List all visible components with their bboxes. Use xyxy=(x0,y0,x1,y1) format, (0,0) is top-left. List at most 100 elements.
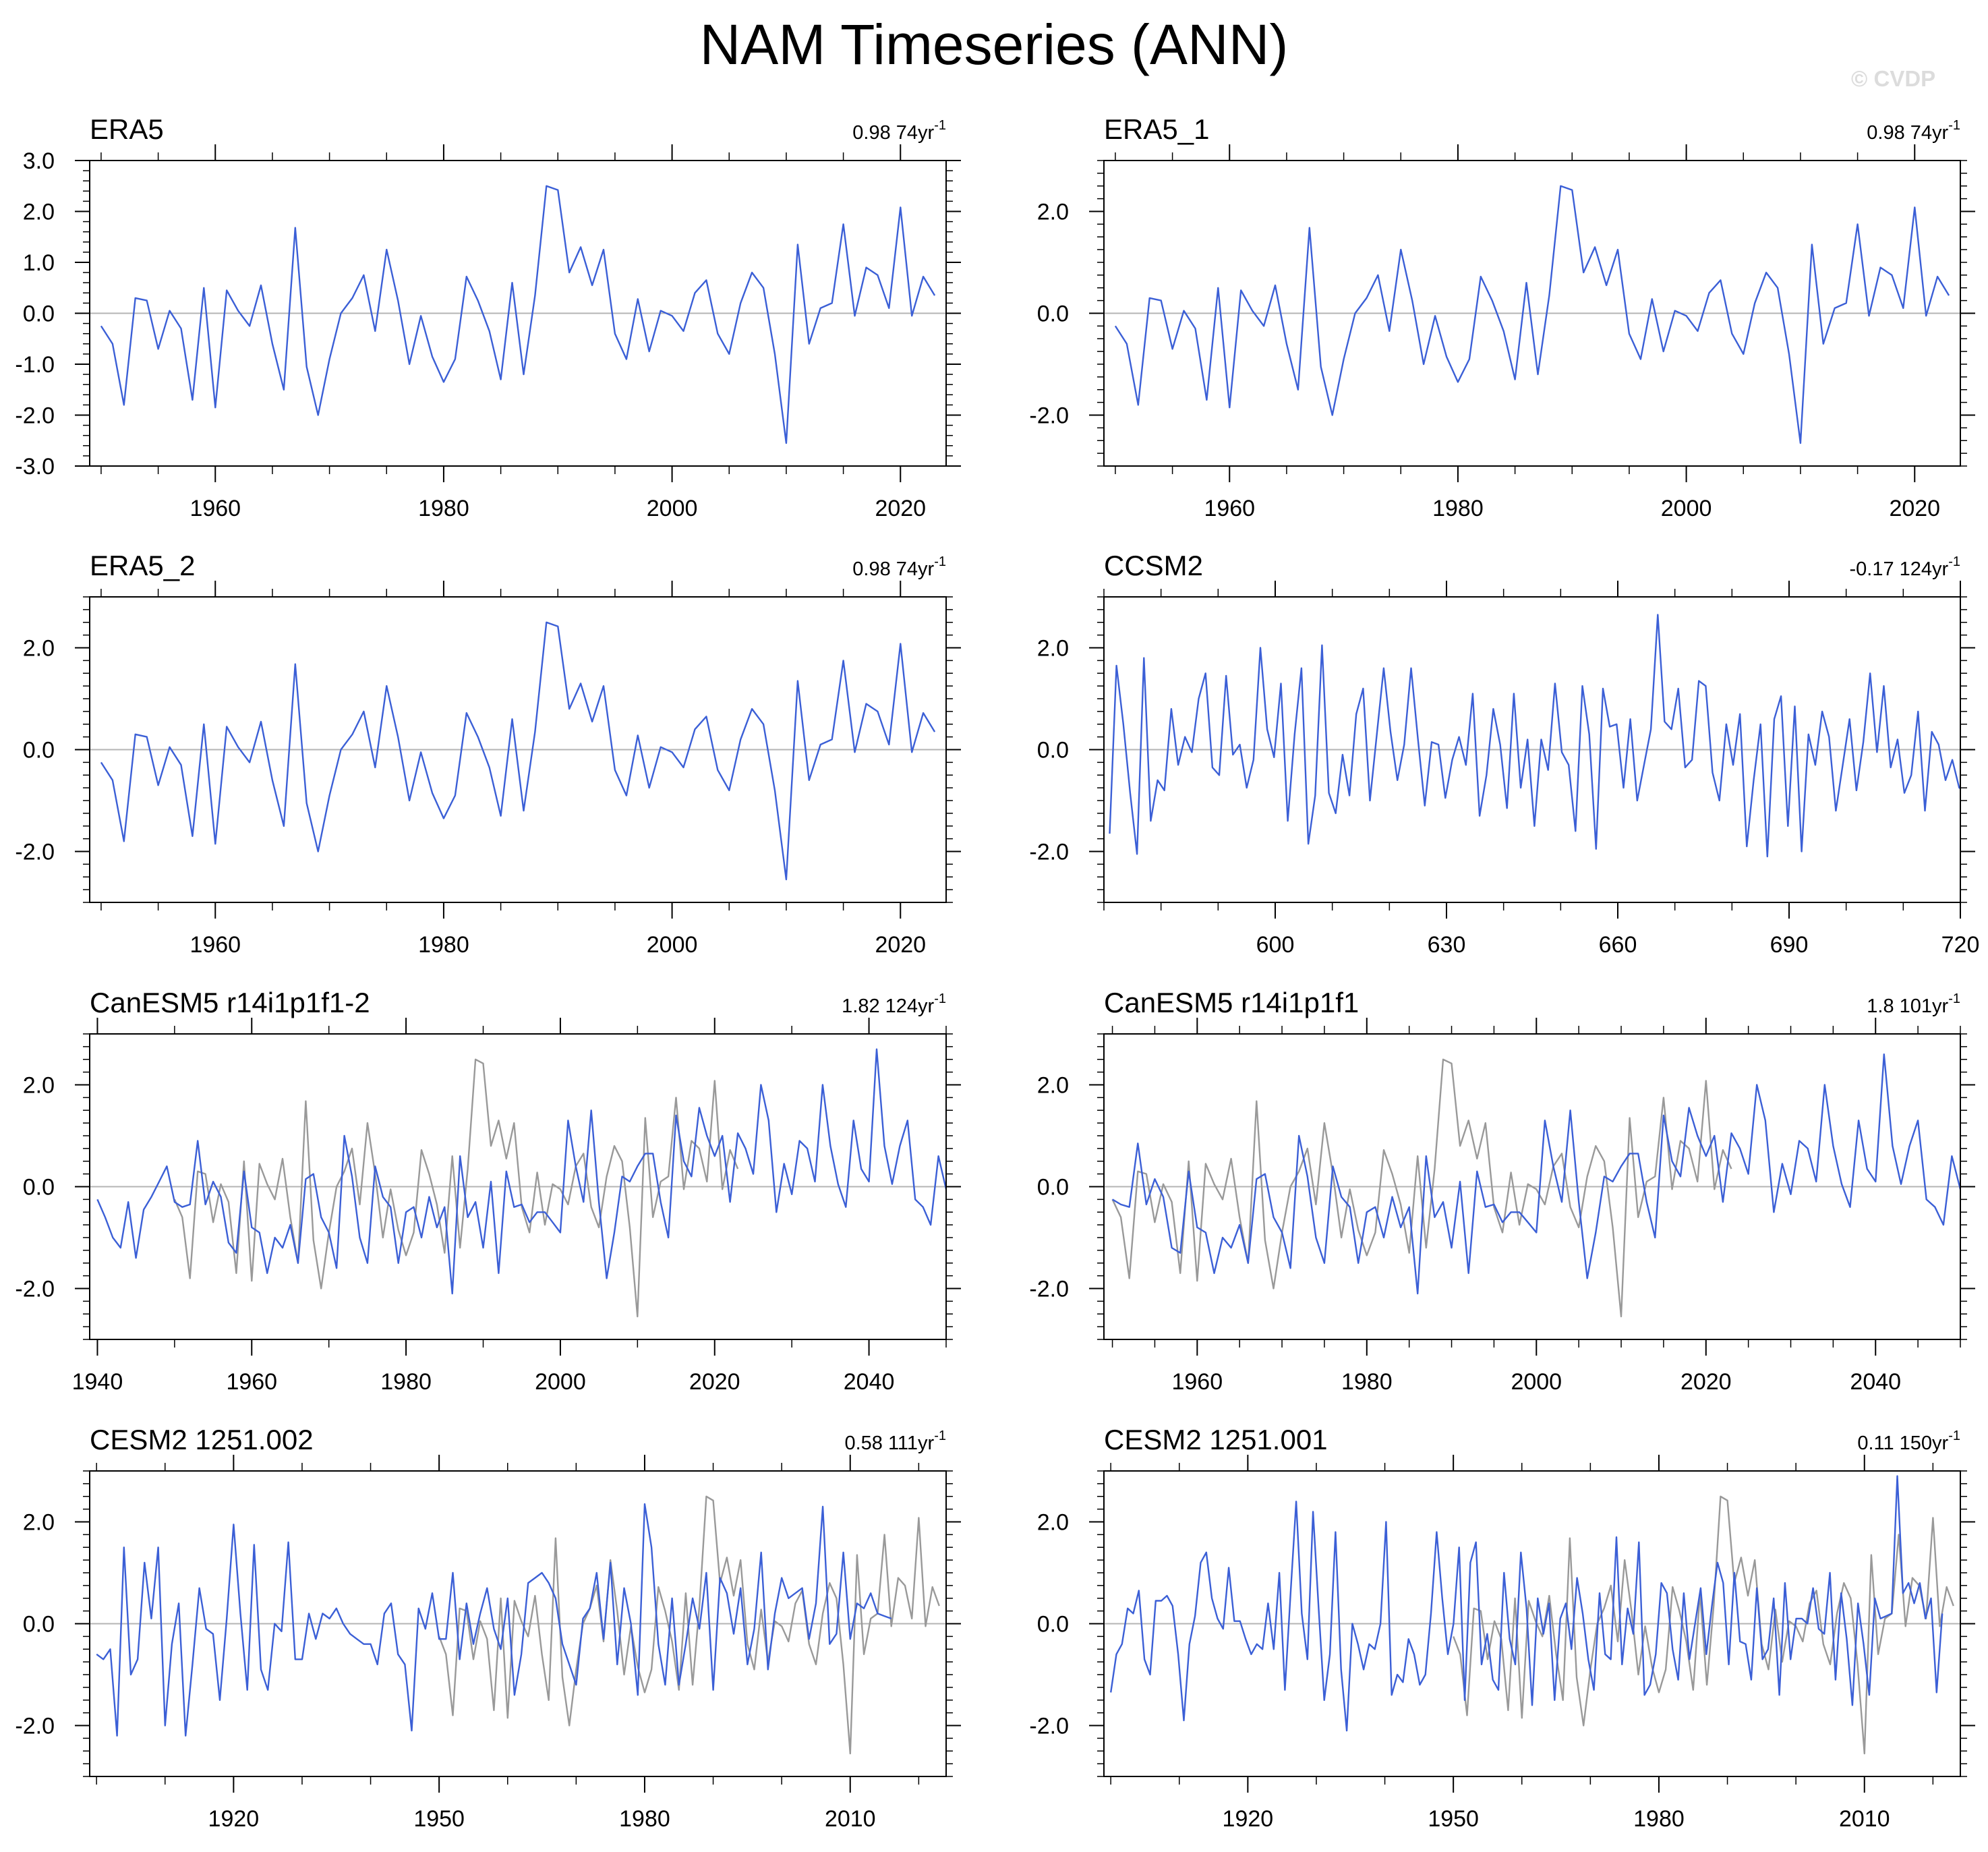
chart-panel: -2.0 0.0 2.0 1960 1980 2000 2020 2040 CanESM5 r1… xyxy=(1029,987,1975,1395)
reference-series-line xyxy=(173,1058,739,1318)
x-tick-label: 2000 xyxy=(1661,496,1712,521)
y-tick-label: 0.0 xyxy=(1037,301,1069,327)
y-tick-label: 2.0 xyxy=(1037,1510,1069,1536)
x-tick-label: 1950 xyxy=(1428,1806,1479,1832)
chart-panel: -2.0 0.0 2.0 1960 1980 2000 2020 ERA5_2 0.98 74y… xyxy=(15,550,961,958)
chart-panel: -2.0 0.0 2.0 600 630 660 690 720 CCSM2 -0.17 124y… xyxy=(1029,550,1980,958)
x-tick-label: 1980 xyxy=(1432,496,1484,521)
x-tick-label: 1980 xyxy=(380,1369,432,1395)
x-tick-label: 2000 xyxy=(647,932,698,958)
y-tick-label: 2.0 xyxy=(1037,1073,1069,1099)
x-tick-label: 1980 xyxy=(619,1806,670,1832)
x-tick-label: 1920 xyxy=(1223,1806,1274,1832)
y-tick-label: -3.0 xyxy=(15,454,55,480)
x-tick-label: 690 xyxy=(1770,932,1809,958)
series-line xyxy=(1109,614,1960,858)
panel-stat: 0.98 74yr-1 xyxy=(852,554,946,580)
y-tick-label: -2.0 xyxy=(1029,1277,1069,1302)
x-tick-label: 1960 xyxy=(1204,496,1255,521)
y-tick-label: 2.0 xyxy=(1037,636,1069,662)
x-tick-label: 630 xyxy=(1428,932,1466,958)
panel-stat: 1.82 124yr-1 xyxy=(842,991,946,1017)
y-tick-label: -1.0 xyxy=(15,352,55,378)
y-tick-label: -2.0 xyxy=(15,403,55,429)
series-line xyxy=(1114,185,1950,444)
chart-panel: -3.0 -2.0 -1.0 0.0 1.0 2.0 3.0 1960 1980 2000 2020… xyxy=(15,113,961,521)
x-tick-label: 1980 xyxy=(1341,1369,1393,1395)
y-tick-label: -2.0 xyxy=(15,840,55,865)
panel-title: CESM2 1251.002 xyxy=(90,1424,314,1455)
x-tick-label: 2040 xyxy=(844,1369,895,1395)
y-tick-label: -2.0 xyxy=(1029,1714,1069,1739)
y-tick-label: 0.0 xyxy=(1037,738,1069,763)
panel-stat: 1.8 101yr-1 xyxy=(1867,991,1960,1017)
y-tick-label: 0.0 xyxy=(1037,1175,1069,1200)
y-tick-label: 0.0 xyxy=(23,1612,55,1638)
x-tick-label: 2010 xyxy=(1839,1806,1890,1832)
x-tick-label: 1980 xyxy=(1633,1806,1685,1832)
y-tick-label: -2.0 xyxy=(15,1277,55,1302)
x-tick-label: 2020 xyxy=(1889,496,1940,521)
series-line xyxy=(96,1503,892,1737)
y-tick-label: 0.0 xyxy=(23,738,55,763)
panel-title: ERA5 xyxy=(90,113,164,145)
panel-stat: 0.98 74yr-1 xyxy=(852,118,946,144)
y-tick-label: 0.0 xyxy=(1037,1612,1069,1638)
reference-series-line xyxy=(1111,1058,1732,1318)
x-tick-label: 2020 xyxy=(689,1369,740,1395)
series-line xyxy=(1111,1053,1960,1295)
panel-stat: 0.58 111yr-1 xyxy=(844,1428,946,1454)
y-tick-label: 1.0 xyxy=(23,250,55,276)
y-tick-label: 3.0 xyxy=(23,148,55,174)
panel-title: CCSM2 xyxy=(1104,550,1203,581)
panel-title: CanESM5 r14i1p1f1-2 xyxy=(90,987,370,1018)
panel-stat: -0.17 124yr-1 xyxy=(1850,554,1961,580)
chart-panel: -2.0 0.0 2.0 1960 1980 2000 2020 ERA5_1 0.98 74y… xyxy=(1029,113,1975,521)
x-tick-label: 600 xyxy=(1256,932,1295,958)
reference-series-line xyxy=(438,1495,940,1755)
x-tick-label: 2000 xyxy=(535,1369,586,1395)
y-tick-label: 2.0 xyxy=(1037,200,1069,225)
y-tick-label: 0.0 xyxy=(23,301,55,327)
x-tick-label: 1960 xyxy=(189,932,241,958)
panel-stat: 0.11 150yr-1 xyxy=(1857,1428,1960,1454)
y-tick-label: -2.0 xyxy=(15,1714,55,1739)
x-tick-label: 2040 xyxy=(1850,1369,1901,1395)
x-tick-label: 1980 xyxy=(418,932,469,958)
x-tick-label: 2000 xyxy=(647,496,698,521)
y-tick-label: 0.0 xyxy=(23,1175,55,1200)
y-tick-label: 2.0 xyxy=(23,200,55,225)
y-tick-label: 2.0 xyxy=(23,1510,55,1536)
y-tick-label: -2.0 xyxy=(1029,840,1069,865)
x-tick-label: 2020 xyxy=(875,496,926,521)
x-tick-label: 2000 xyxy=(1511,1369,1562,1395)
series-line xyxy=(1110,1475,1943,1732)
y-tick-label: -2.0 xyxy=(1029,403,1069,429)
x-tick-label: 1980 xyxy=(418,496,469,521)
x-tick-label: 2010 xyxy=(825,1806,876,1832)
x-tick-label: 1920 xyxy=(208,1806,260,1832)
x-tick-label: 2020 xyxy=(1680,1369,1732,1395)
x-tick-label: 660 xyxy=(1599,932,1637,958)
x-tick-label: 1960 xyxy=(189,496,241,521)
panel-title: CESM2 1251.001 xyxy=(1104,1424,1328,1455)
panel-title: CanESM5 r14i1p1f1 xyxy=(1104,987,1359,1018)
panel-title: ERA5_1 xyxy=(1104,113,1209,145)
chart-panel: -2.0 0.0 2.0 1920 1950 1980 2010 CESM2 1251.001… xyxy=(1029,1424,1975,1832)
x-tick-label: 1950 xyxy=(413,1806,465,1832)
x-tick-label: 720 xyxy=(1941,932,1980,958)
series-line xyxy=(96,1048,946,1295)
x-tick-label: 1960 xyxy=(226,1369,277,1395)
page-title: NAM Timeseries (ANN) xyxy=(699,13,1289,76)
y-tick-label: 2.0 xyxy=(23,636,55,662)
watermark: © CVDP xyxy=(1851,66,1936,91)
chart-panel: -2.0 0.0 2.0 1920 1950 1980 2010 CESM2 1251.002… xyxy=(15,1424,961,1832)
y-tick-label: 2.0 xyxy=(23,1073,55,1099)
x-tick-label: 1940 xyxy=(72,1369,123,1395)
x-tick-label: 1960 xyxy=(1171,1369,1223,1395)
chart-panel: -2.0 0.0 2.0 1940 1960 1980 2000 2020 2040 CanESM… xyxy=(15,987,961,1395)
panel-stat: 0.98 74yr-1 xyxy=(1867,118,1960,144)
x-tick-label: 2020 xyxy=(875,932,926,958)
panel-title: ERA5_2 xyxy=(90,550,195,581)
